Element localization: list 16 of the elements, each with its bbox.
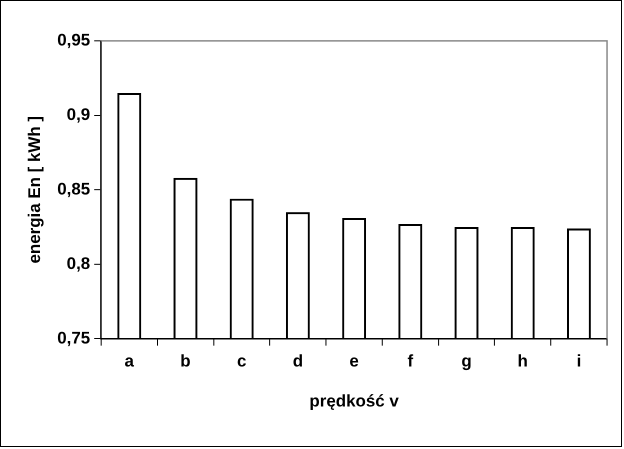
x-tick-label: g [461, 351, 472, 370]
x-tick-label: i [576, 351, 582, 370]
y-tick-label: 0,9 [66, 104, 90, 124]
y-tick-label: 0,95 [57, 30, 90, 50]
x-tick-label: b [180, 351, 191, 370]
x-tick-label: e [349, 351, 359, 370]
x-tick-label: d [292, 351, 304, 370]
x-tick-label: a [124, 351, 135, 370]
y-axis-title: energia En [ kWh ] [24, 116, 44, 264]
y-tick-label: 0,75 [57, 328, 90, 348]
x-axis-title: prędkość v [309, 392, 400, 411]
y-tick-label: 0,8 [66, 254, 90, 273]
x-tick-label: f [407, 351, 414, 370]
x-tick-label: h [518, 351, 528, 370]
y-tick-label: 0,85 [57, 179, 90, 198]
x-tick-label: c [236, 351, 246, 370]
